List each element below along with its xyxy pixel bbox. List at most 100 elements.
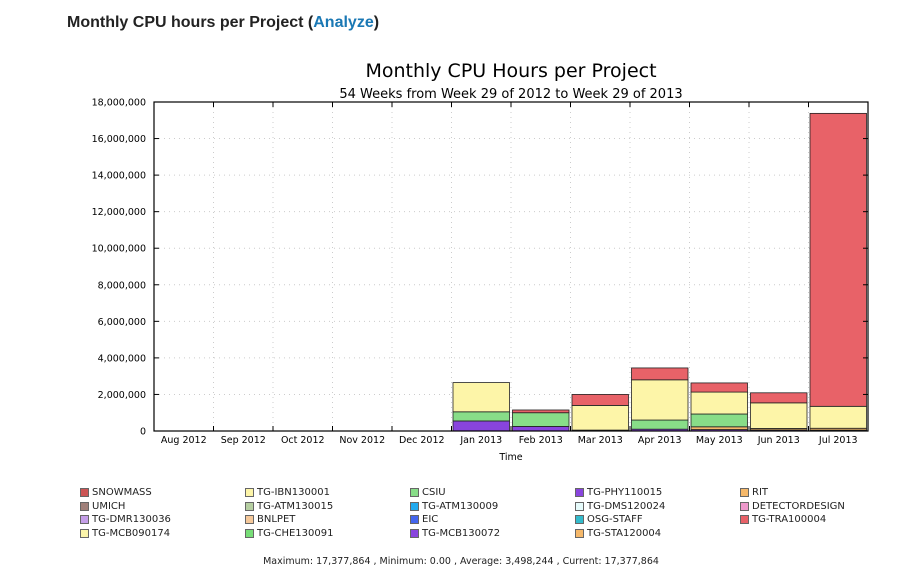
legend-label: TG-DMR130036 — [92, 514, 171, 525]
x-axis-label: Time — [498, 452, 522, 463]
legend-label: SNOWMASS — [92, 487, 152, 498]
chart-title: Monthly CPU Hours per Project — [365, 60, 656, 82]
bar-segment — [571, 394, 629, 406]
x-tick-label: May 2013 — [696, 435, 743, 446]
y-tick-label: 2,000,000 — [98, 390, 146, 401]
legend-swatch — [80, 515, 89, 524]
y-tick-label: 12,000,000 — [92, 207, 146, 218]
legend-swatch — [245, 515, 254, 524]
legend-label: TG-ATM130009 — [422, 500, 499, 512]
legend-swatch — [245, 488, 254, 497]
legend-item: TG-ATM130009 — [410, 501, 498, 512]
legend-item: EIC — [410, 514, 438, 525]
bar-segment — [512, 412, 570, 427]
y-tick-label: 16,000,000 — [92, 134, 146, 145]
legend-item: CSIU — [410, 487, 446, 498]
y-tick-label: 18,000,000 — [92, 98, 146, 109]
bar-segment — [512, 426, 570, 432]
legend-label: TG-MCB130072 — [422, 527, 501, 539]
legend-item: RIT — [740, 487, 768, 498]
bar-segment — [750, 402, 808, 429]
legend-swatch — [80, 528, 89, 538]
legend-item: TG-IBN130001 — [245, 487, 330, 498]
legend-label: DETECTORDESIGN — [752, 500, 845, 512]
legend-label: TG-DMS120024 — [587, 500, 666, 512]
bar-segment — [809, 112, 867, 407]
legend-item: TG-DMR130036 — [80, 514, 171, 525]
legend-label: RIT — [752, 487, 769, 498]
legend-label: TG-TRA100004 — [752, 514, 827, 525]
legend-label: TG-CHE130091 — [257, 527, 334, 539]
x-tick-label: Aug 2012 — [161, 435, 207, 446]
legend-label: OSG-STAFF — [587, 514, 643, 525]
y-tick-label: 14,000,000 — [92, 171, 146, 182]
x-tick-label: Sep 2012 — [221, 435, 266, 446]
legend-item: TG-DMS120024 — [575, 501, 665, 512]
x-tick-label: Apr 2013 — [638, 435, 682, 446]
legend-swatch — [410, 528, 419, 538]
legend-item: BNLPET — [245, 514, 295, 525]
x-tick-label: Dec 2012 — [399, 435, 445, 446]
legend-swatch — [410, 501, 419, 511]
legend-item: TG-STA120004 — [575, 528, 661, 539]
bar-segment — [512, 409, 570, 414]
legend-swatch — [245, 528, 254, 538]
legend-label: CSIU — [422, 487, 446, 498]
legend-label: UMICH — [92, 500, 126, 512]
legend-item: TG-PHY110015 — [575, 487, 662, 498]
legend-item: TG-MCB090174 — [80, 528, 170, 539]
x-tick-label: Mar 2013 — [578, 435, 623, 446]
bar-segment — [690, 391, 748, 415]
bar-segment — [750, 392, 808, 404]
x-tick-label: Jan 2013 — [459, 435, 502, 446]
x-tick-label: Oct 2012 — [281, 435, 325, 446]
bar-segment — [571, 405, 629, 431]
legend-swatch — [245, 501, 254, 511]
legend-label: TG-MCB090174 — [92, 527, 171, 539]
x-tick-label: Jul 2013 — [818, 435, 858, 446]
bar-segment — [631, 379, 689, 421]
chart-stats: Maximum: 17,377,864 , Minimum: 0.00 , Av… — [263, 556, 659, 567]
bar-segment — [452, 382, 510, 413]
legend-swatch — [575, 528, 584, 538]
bar-segment — [452, 411, 510, 422]
y-tick-label: 6,000,000 — [98, 317, 146, 328]
legend-swatch — [575, 488, 584, 497]
page-title: Monthly CPU hours per Project (Analyze) — [67, 14, 379, 32]
analyze-link[interactable]: Analyze — [313, 14, 374, 31]
legend-label: EIC — [422, 514, 439, 525]
legend-swatch — [80, 488, 89, 497]
bar-segment — [631, 419, 689, 430]
legend-label: BNLPET — [257, 514, 296, 525]
y-tick-label: 8,000,000 — [98, 280, 146, 291]
page-title-prefix: Monthly CPU hours per Project ( — [67, 14, 314, 31]
y-tick-label: 10,000,000 — [92, 244, 146, 255]
x-tick-label: Nov 2012 — [339, 435, 385, 446]
y-tick-label: 4,000,000 — [98, 353, 146, 364]
legend-swatch — [740, 515, 749, 524]
bar-segment — [690, 426, 748, 430]
plot-frame — [153, 101, 869, 432]
legend-swatch — [80, 501, 89, 511]
legend-swatch — [740, 501, 749, 511]
bar-segment — [809, 405, 867, 429]
legend-swatch — [410, 515, 419, 524]
legend-label: TG-STA120004 — [587, 527, 662, 539]
legend-item: UMICH — [80, 501, 125, 512]
bar-segment — [690, 413, 748, 428]
legend-item: TG-ATM130015 — [245, 501, 333, 512]
bar-segment — [452, 420, 510, 432]
legend-item: SNOWMASS — [80, 487, 152, 498]
legend-label: TG-ATM130015 — [257, 500, 334, 512]
legend-swatch — [575, 501, 584, 511]
y-tick-label: 0 — [140, 427, 146, 438]
x-tick-label: Feb 2013 — [519, 435, 563, 446]
bar-segment — [690, 382, 748, 393]
legend-swatch — [410, 488, 419, 497]
legend-label: TG-IBN130001 — [257, 487, 330, 498]
legend-swatch — [575, 515, 584, 524]
chart-subtitle: 54 Weeks from Week 29 of 2012 to Week 29… — [339, 87, 682, 102]
legend-item: TG-MCB130072 — [410, 528, 500, 539]
legend-item: TG-CHE130091 — [245, 528, 333, 539]
legend-label: TG-PHY110015 — [587, 487, 663, 498]
